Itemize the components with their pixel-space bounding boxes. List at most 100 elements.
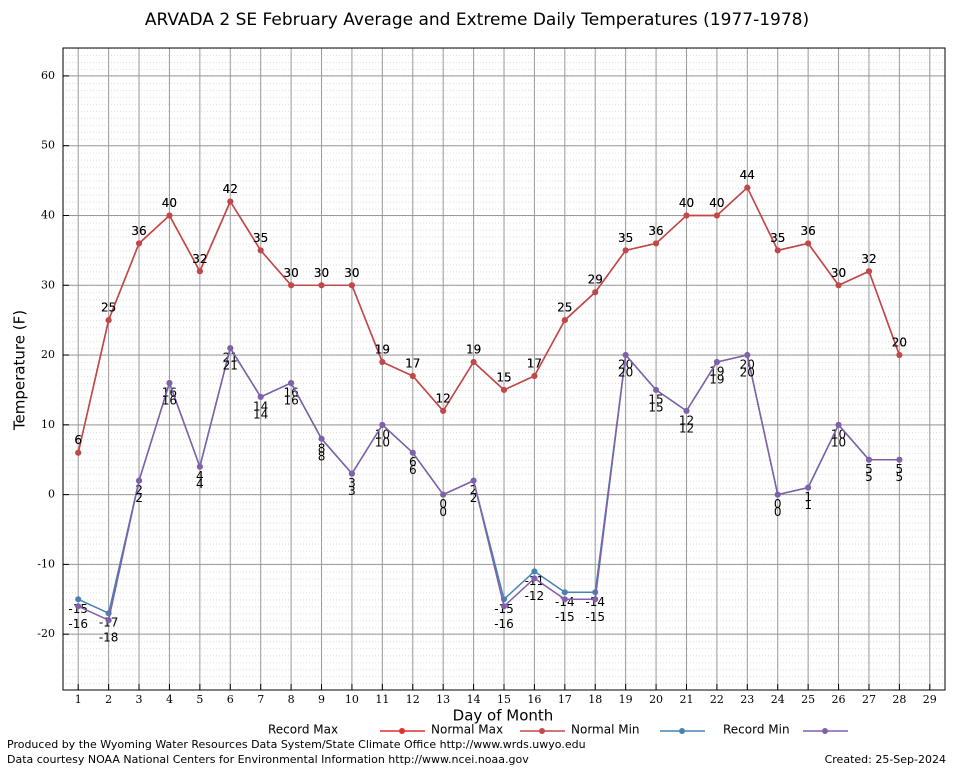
- data-point: [440, 407, 447, 414]
- data-point: [896, 456, 903, 463]
- x-tick-label: 18: [588, 693, 602, 706]
- data-label: 5: [896, 462, 904, 476]
- data-label: 10: [831, 427, 846, 441]
- data-label: -16: [494, 617, 514, 631]
- data-label: 12: [679, 413, 694, 427]
- data-label: 20: [892, 336, 907, 350]
- data-point: [531, 372, 538, 379]
- x-tick-label: 24: [771, 693, 785, 706]
- data-label: 19: [466, 343, 481, 357]
- x-tick-label: 14: [467, 693, 481, 706]
- data-label: 30: [283, 266, 298, 280]
- data-label: 2: [135, 483, 143, 497]
- y-tick-label: 50: [41, 139, 55, 152]
- y-tick-label: 60: [41, 69, 55, 82]
- data-label: 5: [865, 462, 873, 476]
- footer-text: Created: 25-Sep-2024: [825, 753, 946, 766]
- data-label: 29: [588, 273, 603, 287]
- data-label: 6: [409, 463, 417, 477]
- data-label: 25: [557, 301, 572, 315]
- data-point: [683, 212, 690, 219]
- data-point: [288, 282, 295, 289]
- data-point: [196, 268, 203, 275]
- x-tick-label: 3: [136, 693, 143, 706]
- x-tick-label: 27: [862, 693, 876, 706]
- x-tick-label: 15: [497, 693, 511, 706]
- data-point: [501, 603, 507, 610]
- y-tick-label: 20: [41, 348, 55, 361]
- data-point: [683, 407, 690, 414]
- data-label: 0: [774, 497, 782, 511]
- data-label: 30: [344, 266, 359, 280]
- chart-title: ARVADA 2 SE February Average and Extreme…: [145, 10, 809, 30]
- data-point: [257, 393, 264, 400]
- data-label: 30: [283, 266, 298, 280]
- footer-text: Data courtesy NOAA National Centers for …: [7, 753, 529, 766]
- data-label: 35: [253, 231, 268, 245]
- data-label: -15: [585, 610, 605, 624]
- data-point: [348, 470, 355, 477]
- data-label: 4: [196, 469, 204, 483]
- data-point: [592, 289, 599, 296]
- data-label: 15: [648, 392, 663, 406]
- data-point: [288, 379, 295, 386]
- data-label: 29: [588, 273, 603, 287]
- data-point: [75, 449, 82, 456]
- x-tick-label: 6: [227, 693, 234, 706]
- data-label: -15: [555, 610, 575, 624]
- data-point: [75, 596, 82, 603]
- data-point: [348, 282, 355, 289]
- data-label: 30: [344, 266, 359, 280]
- data-label: 2: [135, 491, 143, 505]
- data-point: [622, 247, 629, 254]
- data-point: [835, 282, 842, 289]
- data-point: [136, 477, 143, 484]
- data-label: 5: [865, 470, 873, 484]
- data-label: 30: [831, 266, 846, 280]
- data-point: [713, 359, 720, 366]
- data-label: 16: [162, 393, 177, 407]
- x-tick-label: 29: [923, 693, 937, 706]
- data-label: 14: [253, 407, 268, 421]
- y-tick-label: -20: [37, 627, 55, 640]
- x-tick-label: 2: [105, 693, 112, 706]
- data-point: [379, 359, 386, 366]
- data-label: 0: [439, 497, 447, 511]
- x-tick-label: 4: [166, 693, 173, 706]
- data-label: 12: [679, 421, 694, 435]
- data-label: 0: [774, 505, 782, 519]
- data-label: 14: [253, 399, 268, 413]
- x-tick-label: 16: [527, 693, 541, 706]
- x-tick-label: 11: [375, 693, 389, 706]
- data-point: [105, 317, 112, 324]
- data-label: 1: [804, 490, 812, 504]
- data-point: [713, 212, 720, 219]
- y-axis-label: Temperature (F): [11, 310, 29, 431]
- x-tick-label: 22: [710, 693, 724, 706]
- data-point: [501, 386, 507, 393]
- legend-marker: [822, 728, 828, 734]
- data-point: [561, 596, 568, 603]
- data-label: 6: [409, 455, 417, 469]
- data-point: [227, 345, 234, 352]
- data-label: 30: [314, 266, 329, 280]
- legend-marker: [679, 728, 685, 734]
- y-tick-label: 30: [41, 278, 55, 291]
- data-label: -16: [68, 617, 88, 631]
- data-point: [227, 198, 234, 205]
- data-point: [379, 421, 386, 428]
- data-label: 19: [466, 343, 481, 357]
- y-tick-label: 10: [41, 418, 55, 431]
- data-point: [136, 240, 143, 247]
- data-label: 40: [679, 196, 694, 210]
- x-tick-label: 10: [345, 693, 359, 706]
- data-label: 4: [196, 477, 204, 491]
- data-label: 15: [496, 370, 511, 384]
- data-label: 42: [223, 182, 238, 196]
- data-label: 42: [223, 182, 238, 196]
- y-tick-label: 0: [48, 488, 55, 501]
- data-label: 6: [74, 433, 82, 447]
- data-label: 36: [648, 224, 663, 238]
- data-point: [774, 247, 781, 254]
- data-point: [470, 477, 477, 484]
